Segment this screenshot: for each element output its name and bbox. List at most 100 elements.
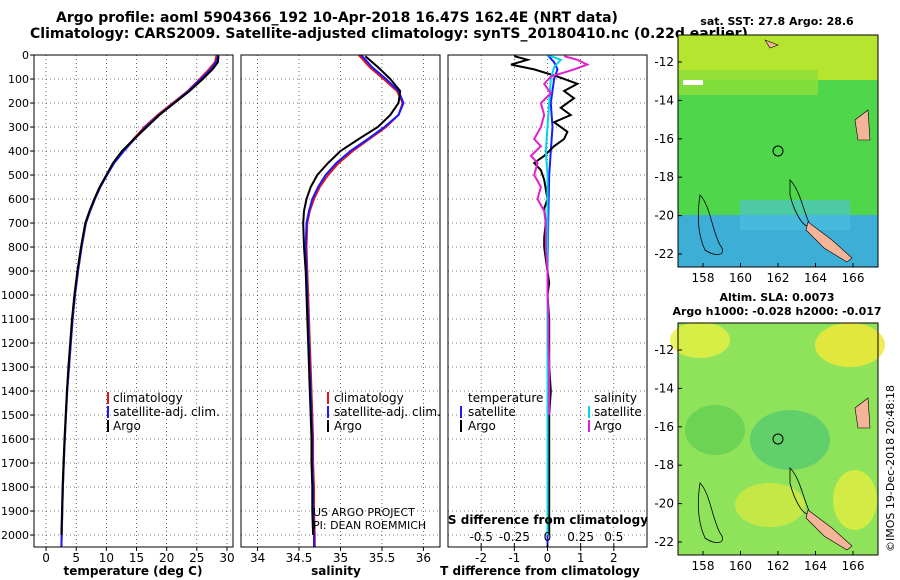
lat-tick-label: -14: [654, 93, 674, 107]
sla-low-patch: [750, 410, 830, 470]
salinity-series: [302, 55, 405, 547]
sst-argo-position: [772, 145, 784, 157]
sla-high-patch: [735, 483, 805, 527]
series-line-argo: [60, 56, 220, 536]
y-tick-label: 1500: [1, 409, 29, 422]
legend-swatch-argo: [327, 420, 329, 432]
temperature-xlabel: temperature (deg C): [64, 564, 203, 578]
legend-label-climatology: climatology: [334, 391, 404, 405]
salinity-diff-inner-axis: -0.5 -0.25 0 0.25 0.5: [469, 530, 623, 547]
legend-swatch-temp-satellite: [460, 406, 462, 418]
sla-lon-axis: 158 160 162 164 166: [692, 551, 864, 573]
y-tick-label: 200: [8, 97, 29, 110]
lat-tick-label: -14: [654, 381, 674, 395]
sst-map: sat. SST: 27.8 Argo: 28.6 -12 -14 -16 -18 -2…: [654, 15, 879, 285]
temperature-legend: climatology satellite-adj. clim. Argo: [107, 391, 220, 433]
legend-swatch-satellite: [107, 406, 109, 418]
legend-swatch-temp-argo: [460, 420, 462, 432]
x-tick-label: 2: [610, 551, 618, 565]
y-tick-label: 1000: [1, 289, 29, 302]
y-tick-label: 400: [8, 145, 29, 158]
lat-tick-label: -22: [654, 247, 674, 261]
series-line-climatology: [305, 55, 404, 547]
salinity-grid: [241, 54, 440, 547]
credit-project: US ARGO PROJECT: [313, 506, 415, 519]
y-tick-label: 1100: [1, 313, 29, 326]
salinity-panel: 34 34.5 35 35.5 36 salinity climatology sate…: [240, 54, 441, 578]
sla-high-patch: [670, 322, 730, 358]
legend-label-climatology: climatology: [113, 391, 183, 405]
series-line-satellite-adj-clim-: [60, 55, 220, 547]
sst-lat-axis: -12 -14 -16 -18 -20 -22: [654, 55, 682, 261]
x-tick-label: 0: [544, 551, 552, 565]
s-tick-label: 0.25: [567, 530, 594, 544]
series-line-satellite-adj-clim-: [304, 55, 405, 547]
sla-new-caledonia: [805, 509, 853, 551]
s-tick-label: 0.5: [604, 530, 623, 544]
sla-map: Altim. SLA: 0.0073 Argo h1000: -0.028 h2…: [654, 291, 885, 573]
x-tick-label: 35: [333, 551, 348, 565]
lat-tick-label: -20: [654, 497, 674, 511]
header-line2: Climatology: CARS2009. Satellite-adjuste…: [30, 26, 748, 42]
lon-tick-label: 160: [729, 271, 752, 285]
sla-map-title1: Altim. SLA: 0.0073: [719, 291, 834, 304]
difference-x-axis: -2 -1 0 1 2: [475, 547, 618, 565]
sla-argo-position: [772, 433, 784, 445]
lon-tick-label: 166: [842, 271, 865, 285]
s-tick-label: -0.25: [499, 530, 530, 544]
sla-low-patch: [685, 405, 745, 455]
legend-label-temp-argo: Argo: [468, 419, 496, 433]
series-line-climatology: [60, 55, 218, 547]
legend-label-sal-satellite: satellite: [594, 405, 642, 419]
sst-island: [764, 39, 779, 49]
sst-cool-patch: [740, 200, 850, 230]
lon-tick-label: 164: [804, 271, 827, 285]
series-line-argo: [302, 55, 402, 536]
legend-label-argo: Argo: [334, 419, 362, 433]
x-tick-label: 36: [416, 551, 431, 565]
y-tick-label: 1700: [1, 457, 29, 470]
y-tick-label: 0: [22, 49, 29, 62]
sst-map-title: sat. SST: 27.8 Argo: 28.6: [700, 15, 854, 28]
lon-tick-label: 160: [729, 559, 752, 573]
y-tick-label: 2000: [1, 529, 29, 542]
y-tick-label: 1400: [1, 385, 29, 398]
y-tick-label: 700: [8, 217, 29, 230]
sst-missing-patch: [683, 80, 703, 85]
lat-tick-label: -16: [654, 132, 674, 146]
x-tick-label: 15: [129, 551, 144, 565]
sla-map-title2: Argo h1000: -0.028 h2000: -0.017: [672, 305, 881, 318]
sla-lat-axis: -12 -14 -16 -18 -20 -22: [654, 343, 682, 549]
legend-swatch-sal-satellite: [588, 406, 590, 418]
lat-tick-label: -12: [654, 343, 674, 357]
lon-tick-label: 158: [692, 559, 715, 573]
legend-col-salinity: salinity: [594, 391, 637, 405]
lon-tick-label: 162: [767, 559, 790, 573]
lat-tick-label: -18: [654, 170, 674, 184]
legend-label-satellite: satellite-adj. clim.: [113, 405, 220, 419]
lon-tick-label: 164: [804, 559, 827, 573]
x-tick-label: 35.5: [369, 551, 396, 565]
y-tick-label: 900: [8, 265, 29, 278]
salinity-frame: [240, 54, 441, 548]
lon-tick-label: 162: [767, 271, 790, 285]
x-tick-label: 34.5: [286, 551, 313, 565]
lat-tick-label: -22: [654, 535, 674, 549]
temperature-series: [60, 55, 220, 547]
imos-credit: ©IMOS 19-Dec-2018 20:48:18: [884, 385, 897, 552]
legend-label-satellite: satellite-adj. clim.: [334, 405, 441, 419]
difference-xlabel: T difference from climatology: [440, 564, 640, 578]
header-line1: Argo profile: aoml 5904366_192 10-Apr-20…: [56, 10, 618, 26]
y-tick-label: 1800: [1, 481, 29, 494]
x-tick-label: 34: [250, 551, 265, 565]
s-tick-label: -0.5: [469, 530, 492, 544]
x-tick-label: -2: [475, 551, 487, 565]
x-tick-label: 20: [159, 551, 174, 565]
salinity-diff-label: S difference from climatology: [448, 513, 648, 527]
depth-axis: 0 100 200 300 400 500 600 700 800 900 1000 1100 1200…: [1, 49, 34, 542]
lat-tick-label: -16: [654, 420, 674, 434]
difference-legend: temperature satellite Argo salinity sate…: [460, 391, 642, 433]
sst-lon-axis: 158 160 162 164 166: [692, 263, 865, 285]
credit-pi: PI: DEAN ROEMMICH: [313, 519, 426, 532]
